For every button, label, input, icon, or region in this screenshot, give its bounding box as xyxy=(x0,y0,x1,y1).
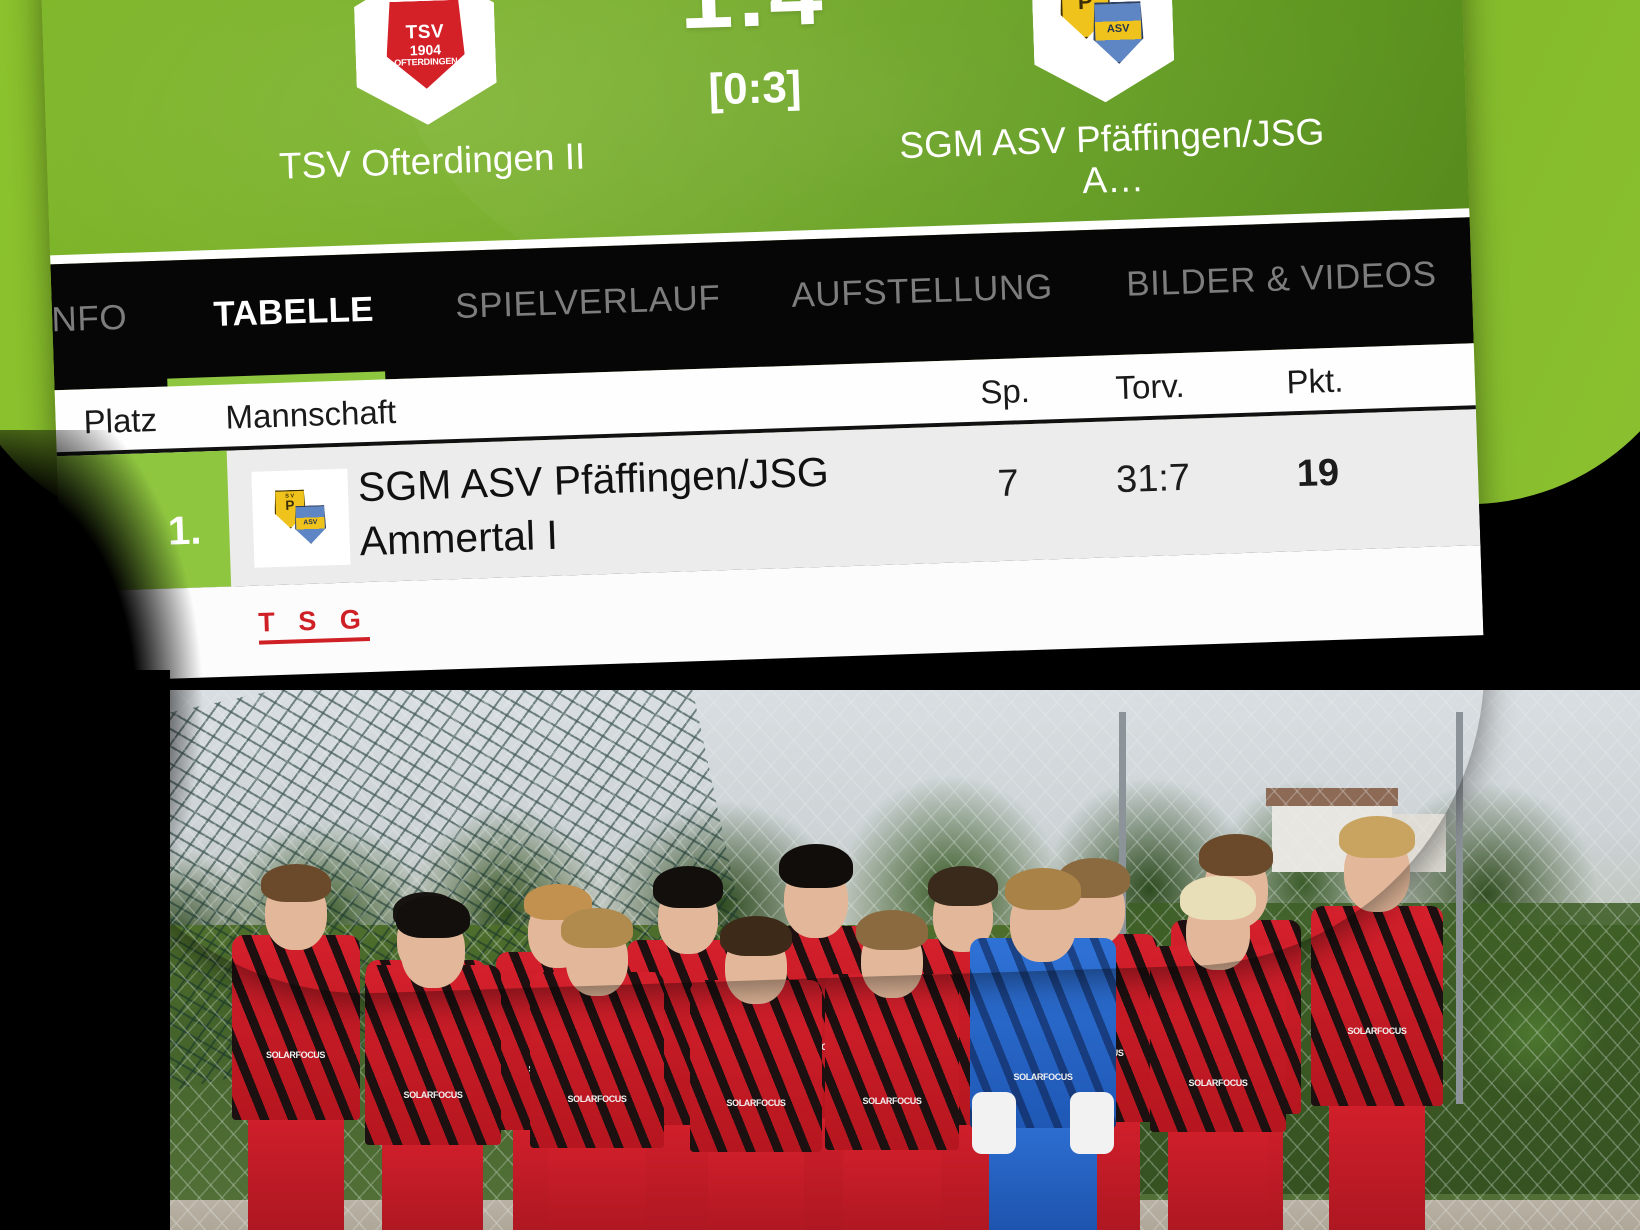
photo-player: SOLARFOCUS xyxy=(228,820,363,1230)
photo-player: SOLARFOCUS xyxy=(1308,770,1446,1230)
photo-fence-post xyxy=(1456,712,1464,1105)
column-header-pkt: Pkt. xyxy=(1285,361,1344,401)
team-photo: SOLARFOCUS SOLARFOCUS SOLARFOCUS xyxy=(108,690,1640,1230)
row-games-played: 7 xyxy=(996,462,1020,506)
asv-label: ASV xyxy=(303,518,318,527)
asv-ammerbuch-shield: ASV xyxy=(1092,1,1144,65)
tab-tabelle[interactable]: TABELLE xyxy=(212,289,375,334)
match-detail-card: TSV 1904 OFTERDINGEN 1:4 [0:3] S V xyxy=(40,0,1494,1003)
column-header-mannschaft: Mannschaft xyxy=(224,393,397,436)
asv-ammerbuch-shield: ASV xyxy=(294,505,326,544)
halftime-score: [0:3] xyxy=(707,62,803,115)
row-team-crest: S V P ASV xyxy=(251,468,351,568)
away-team-crest[interactable]: S V P ASV xyxy=(1030,0,1175,105)
score-block: 1:4 [0:3] xyxy=(600,0,905,119)
photo-player: SOLARFOCUS xyxy=(1148,876,1288,1230)
bottom-left-mask xyxy=(0,670,170,1230)
row-points: 19 xyxy=(1296,451,1340,496)
column-header-sp: Sp. xyxy=(979,371,1031,411)
home-team-crest[interactable]: TSV 1904 OFTERDINGEN xyxy=(353,0,498,127)
row-goal-ratio: 31:7 xyxy=(1115,456,1191,502)
photo-goalkeeper: SOLARFOCUS xyxy=(968,868,1118,1230)
photo-player: SOLARFOCUS xyxy=(823,910,961,1230)
tsv-ofterdingen-crest-icon: TSV 1904 OFTERDINGEN xyxy=(353,0,498,127)
crest-dual-shields: S V P ASV xyxy=(1055,0,1150,70)
crest-line-3: OFTERDINGEN xyxy=(394,55,458,68)
home-team-name[interactable]: TSV Ofterdingen II xyxy=(278,135,586,187)
tab-info[interactable]: INFO xyxy=(40,297,128,340)
column-header-torv: Torv. xyxy=(1114,366,1186,407)
final-score: 1:4 xyxy=(600,0,903,49)
tab-aufstellung[interactable]: AUFSTELLUNG xyxy=(790,267,1054,315)
sgm-asv-pfaeffingen-crest-icon: S V P ASV xyxy=(1030,0,1175,105)
row-team-name: SGM ASV Pfäffingen/JSG Ammertal I xyxy=(357,448,830,565)
photo-player: SOLARFOCUS xyxy=(688,916,824,1230)
tab-spielverlauf[interactable]: SPIELVERLAUF xyxy=(454,278,722,326)
away-team-name[interactable]: SGM ASV Pfäffingen/JSG A… xyxy=(898,111,1325,202)
crest-shield: TSV 1904 OFTERDINGEN xyxy=(385,0,466,90)
asv-label: ASV xyxy=(1106,22,1130,36)
photo-player: SOLARFOCUS xyxy=(363,896,503,1230)
tab-bilder-videos[interactable]: BILDER & VIDEOS xyxy=(1125,254,1438,304)
photo-player: SOLARFOCUS xyxy=(528,908,666,1230)
crest-line-1: TSV xyxy=(405,21,445,44)
row-team-name-partial: T S G xyxy=(257,604,370,645)
